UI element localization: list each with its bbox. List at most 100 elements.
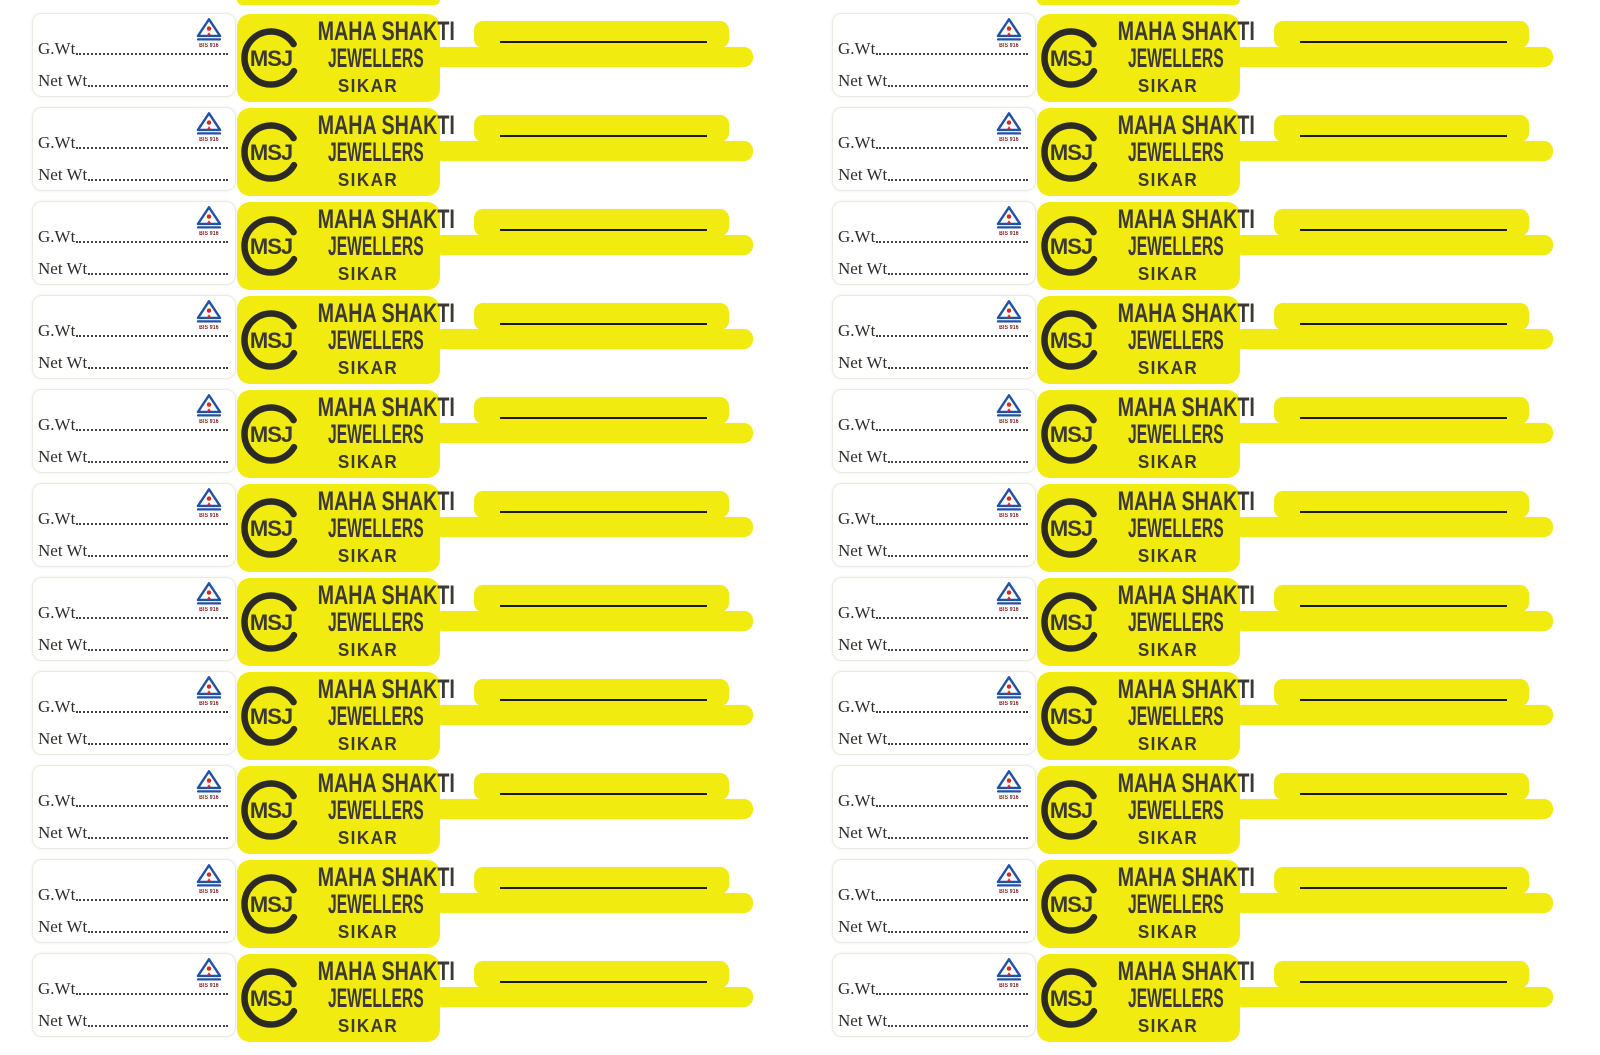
tag-tail-strip [434, 235, 753, 255]
brand-name-line2: JEWELLERS [327, 43, 424, 73]
net-weight-fill-line [88, 837, 228, 839]
weight-panel: G.Wt Net Wt BIS 916 [32, 765, 236, 849]
bis-916-label: BIS 916 [199, 419, 219, 425]
tag-tail-top-strip [1274, 585, 1529, 612]
net-weight-label: Net Wt [838, 823, 888, 842]
brand-name-line2: JEWELLERS [327, 325, 424, 355]
brand-city: SIKAR [337, 1016, 399, 1036]
bis-916-label: BIS 916 [999, 607, 1019, 613]
bis-hallmark-logo: BIS 916 [992, 957, 1026, 989]
brand-block: MAHA SHAKTI JEWELLERS SIKAR [299, 18, 455, 96]
jewellery-tag: G.Wt Net Wt BIS 916 [800, 670, 1600, 764]
gross-weight-row: G.Wt [838, 791, 1028, 811]
msj-monogram-text: MSJ [1050, 892, 1092, 917]
net-weight-row: Net Wt [38, 729, 228, 749]
brand-name-line2: JEWELLERS [327, 513, 424, 543]
gross-weight-row: G.Wt [838, 697, 1028, 717]
tail-tie-line [500, 41, 707, 43]
bis-triangle-icon [196, 18, 222, 41]
bis-hallmark-logo: BIS 916 [192, 111, 226, 143]
tag-tail-strip [434, 893, 753, 913]
bis-hallmark-logo: BIS 916 [992, 581, 1026, 613]
msj-monogram-text: MSJ [250, 328, 292, 353]
gross-weight-fill-line [876, 899, 1028, 901]
net-weight-label: Net Wt [838, 729, 888, 748]
net-weight-row: Net Wt [838, 165, 1028, 185]
gross-weight-label: G.Wt [838, 509, 876, 528]
brand-name-line2: JEWELLERS [1127, 231, 1224, 261]
brand-city: SIKAR [1137, 546, 1199, 566]
weight-panel: G.Wt Net Wt BIS 916 [32, 389, 236, 473]
brand-name-line1: MAHA SHAKTI [317, 956, 455, 986]
tail-tie-line [500, 605, 707, 607]
bis-916-label: BIS 916 [999, 231, 1019, 237]
net-weight-label: Net Wt [838, 353, 888, 372]
brand-name-line1: MAHA SHAKTI [317, 392, 455, 422]
net-weight-row: Net Wt [838, 259, 1028, 279]
brand-name-line1: MAHA SHAKTI [1117, 392, 1255, 422]
tag-tail-strip [434, 47, 753, 67]
brand-name-line1: MAHA SHAKTI [1117, 204, 1255, 234]
bis-916-label: BIS 916 [199, 43, 219, 49]
weight-panel: G.Wt Net Wt BIS 916 [32, 577, 236, 661]
gross-weight-row: G.Wt [38, 603, 228, 623]
bis-hallmark-logo: BIS 916 [992, 17, 1026, 49]
msj-logo: MSJ [238, 776, 304, 844]
gross-weight-row: G.Wt [38, 415, 228, 435]
bis-triangle-icon [196, 300, 222, 323]
gross-weight-label: G.Wt [838, 885, 876, 904]
tail-tie-line [500, 699, 707, 701]
tag-tail-strip [1234, 893, 1553, 913]
gross-weight-label: G.Wt [838, 39, 876, 58]
brand-block: MAHA SHAKTI JEWELLERS SIKAR [299, 206, 455, 284]
tag-tail-strip [434, 329, 753, 349]
net-weight-row: Net Wt [838, 447, 1028, 467]
bis-hallmark-logo: BIS 916 [192, 393, 226, 425]
net-weight-row: Net Wt [38, 165, 228, 185]
brand-name-line1: MAHA SHAKTI [317, 580, 455, 610]
jewellery-tag: G.Wt Net Wt BIS 916 [800, 764, 1600, 858]
brand-block: MAHA SHAKTI JEWELLERS SIKAR [1099, 18, 1255, 96]
brand-block: MAHA SHAKTI JEWELLERS SIKAR [1099, 488, 1255, 566]
gross-weight-fill-line [76, 335, 228, 337]
gross-weight-fill-line [76, 993, 228, 995]
brand-city: SIKAR [1137, 734, 1199, 754]
tag-tail-strip [1234, 235, 1553, 255]
msj-logo: MSJ [238, 24, 304, 92]
tail-tie-line [1300, 135, 1507, 137]
net-weight-label: Net Wt [838, 635, 888, 654]
bis-triangle-icon [196, 770, 222, 793]
brand-city: SIKAR [337, 734, 399, 754]
msj-monogram-text: MSJ [1050, 610, 1092, 635]
tag-tail-top-strip [474, 397, 729, 424]
gross-weight-fill-line [876, 805, 1028, 807]
gross-weight-row: G.Wt [838, 509, 1028, 529]
tag-tail-strip [434, 141, 753, 161]
tag-tail-strip [1234, 987, 1553, 1007]
weight-panel: G.Wt Net Wt BIS 916 [32, 859, 236, 943]
jewellery-tag: G.Wt Net Wt BIS 916 [0, 388, 800, 482]
brand-block: MAHA SHAKTI JEWELLERS SIKAR [299, 298, 455, 378]
tag-body: MSJ MAHA SHAKTI JEWELLERS SIKAR [1037, 578, 1255, 666]
tag-body: MSJ MAHA SHAKTI JEWELLERS SIKAR [237, 578, 455, 666]
brand-block: MAHA SHAKTI JEWELLERS SIKAR [299, 770, 455, 848]
jewellery-tag: G.Wt Net Wt BIS 916 [800, 388, 1600, 482]
brand-name-line1: MAHA SHAKTI [317, 298, 455, 328]
tag-body: MSJ MAHA SHAKTI JEWELLERS SIKAR [1037, 484, 1255, 572]
net-weight-label: Net Wt [38, 165, 88, 184]
msj-logo: MSJ [1038, 306, 1104, 374]
msj-monogram-text: MSJ [250, 46, 292, 71]
tag-tail-strip [434, 517, 753, 537]
gross-weight-row: G.Wt [838, 321, 1028, 341]
msj-monogram-text: MSJ [250, 422, 292, 447]
gross-weight-row: G.Wt [38, 39, 228, 59]
weight-panel: G.Wt Net Wt BIS 916 [32, 13, 236, 97]
brand-city: SIKAR [337, 452, 399, 472]
tag-body: MSJ MAHA SHAKTI JEWELLERS SIKAR [237, 390, 455, 478]
bis-triangle-icon [996, 300, 1022, 323]
gross-weight-row: G.Wt [838, 979, 1028, 999]
weight-panel: G.Wt Net Wt BIS 916 [32, 295, 236, 379]
weight-panel: G.Wt Net Wt BIS 916 [832, 953, 1036, 1037]
bis-triangle-icon [196, 206, 222, 229]
brand-name-line2: JEWELLERS [327, 137, 424, 167]
